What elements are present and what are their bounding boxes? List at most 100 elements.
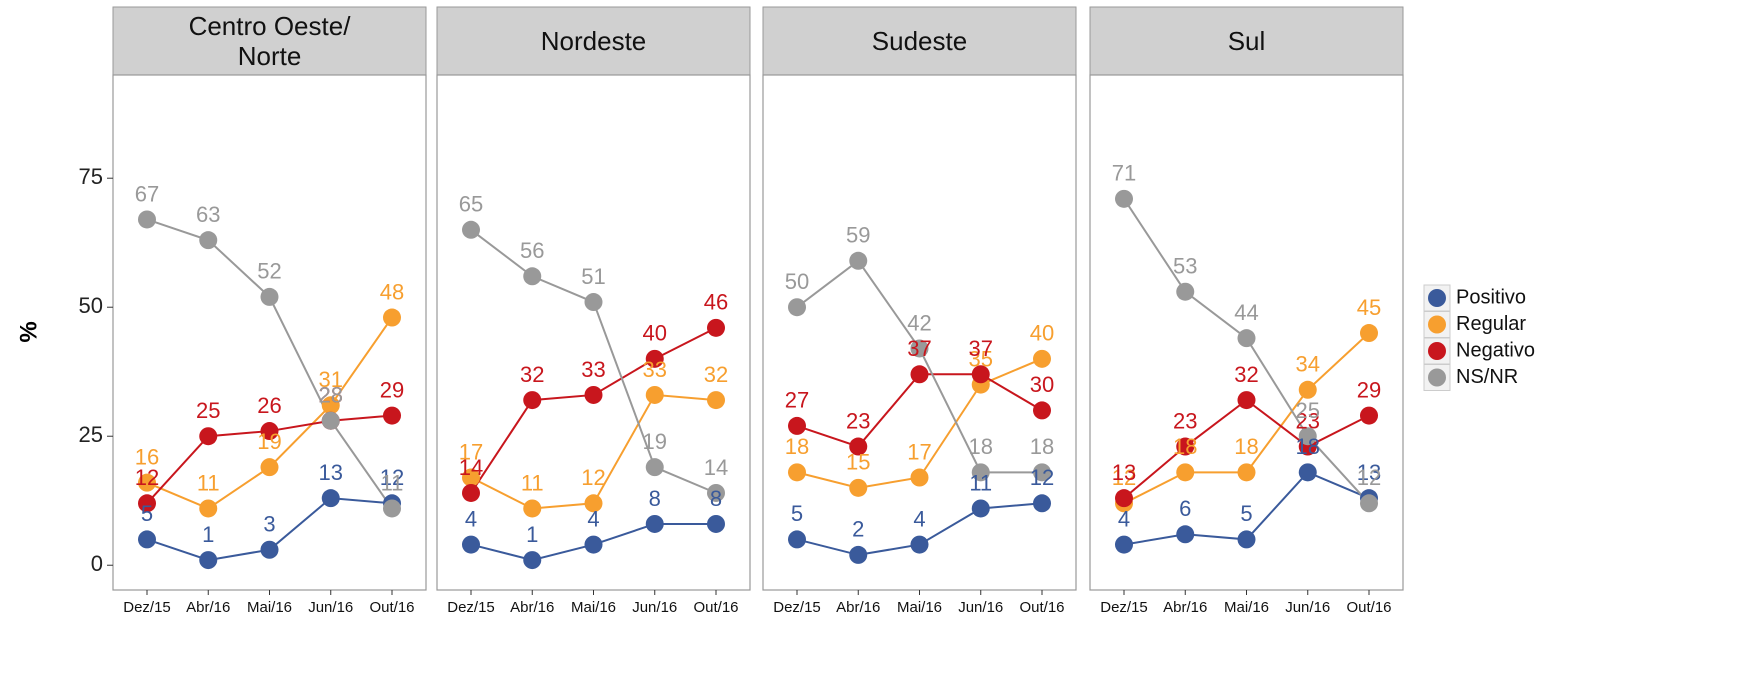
- data-label: 17: [907, 439, 931, 464]
- point: [584, 385, 603, 404]
- point: [788, 530, 806, 549]
- point: [1237, 530, 1256, 549]
- point: [971, 463, 990, 482]
- data-label: 12: [1357, 465, 1381, 490]
- point: [1298, 427, 1317, 446]
- point: [1176, 282, 1195, 301]
- data-label: 19: [643, 429, 667, 454]
- data-label: 30: [1030, 372, 1054, 397]
- point: [260, 458, 279, 477]
- point: [383, 406, 401, 425]
- panel-title: Sudeste: [871, 26, 968, 56]
- data-label: 6: [1179, 496, 1191, 521]
- data-label: 23: [1173, 408, 1197, 433]
- point: [849, 437, 868, 456]
- x-tick-label: Mai/16: [897, 599, 942, 616]
- data-label: 71: [1112, 161, 1136, 186]
- point: [199, 427, 218, 446]
- data-label: 25: [196, 398, 220, 423]
- data-label: 59: [846, 223, 870, 248]
- legend-symbol: [1428, 342, 1446, 360]
- point: [788, 416, 806, 435]
- x-tick-label: Abr/16: [836, 599, 880, 616]
- data-label: 12: [135, 465, 159, 490]
- point: [462, 468, 480, 487]
- x-tick-label: Out/16: [1346, 599, 1391, 616]
- point: [523, 391, 542, 410]
- data-label: 40: [1030, 321, 1054, 346]
- x-tick-label: Dez/15: [447, 599, 495, 616]
- data-label: 65: [459, 192, 483, 217]
- legend-symbol: [1428, 368, 1446, 387]
- y-tick-label: 50: [79, 293, 103, 318]
- point: [1237, 329, 1256, 348]
- point: [1237, 391, 1256, 410]
- data-label: 67: [135, 181, 159, 206]
- data-label: 4: [465, 506, 477, 531]
- data-label: 25: [1296, 398, 1320, 423]
- data-label: 32: [1234, 362, 1258, 387]
- data-label: 45: [1357, 295, 1381, 320]
- y-tick-label: 0: [91, 551, 103, 576]
- panel: [112, 74, 427, 591]
- data-label: 4: [1118, 506, 1130, 531]
- x-tick-label: Abr/16: [510, 599, 554, 616]
- data-label: 33: [643, 357, 667, 382]
- point: [138, 530, 156, 549]
- data-label: 13: [1112, 460, 1136, 485]
- data-label: 14: [459, 455, 483, 480]
- point: [788, 463, 806, 482]
- data-label: 56: [520, 238, 544, 263]
- point: [1033, 463, 1051, 482]
- point: [849, 478, 868, 497]
- data-label: 63: [196, 202, 220, 227]
- point: [260, 287, 279, 306]
- data-label: 11: [381, 470, 404, 495]
- point: [788, 298, 806, 317]
- point: [1176, 437, 1195, 456]
- point: [645, 458, 664, 477]
- data-label: 26: [257, 393, 281, 418]
- point: [1298, 380, 1317, 399]
- data-label: 8: [649, 486, 661, 511]
- data-label: 11: [969, 470, 992, 495]
- point: [523, 499, 542, 518]
- point: [910, 339, 929, 358]
- data-label: 32: [520, 362, 544, 387]
- data-label: 28: [319, 383, 343, 408]
- point: [1176, 525, 1195, 544]
- data-label: 1: [526, 522, 538, 547]
- data-label: 5: [1240, 501, 1252, 526]
- data-label: 18: [785, 434, 809, 459]
- point: [1115, 189, 1133, 208]
- point: [523, 267, 542, 286]
- point: [584, 494, 603, 513]
- x-tick-label: Jun/16: [308, 599, 353, 616]
- data-label: 37: [907, 336, 931, 361]
- point: [849, 545, 868, 564]
- point: [523, 551, 542, 570]
- data-label: 5: [141, 501, 153, 526]
- x-tick-label: Mai/16: [571, 599, 616, 616]
- point: [707, 483, 725, 502]
- data-label: 2: [852, 517, 864, 542]
- point: [645, 349, 664, 368]
- point: [1033, 349, 1051, 368]
- data-label: 18: [1030, 434, 1054, 459]
- point: [199, 551, 218, 570]
- point: [321, 489, 340, 508]
- x-tick-label: Jun/16: [1285, 599, 1330, 616]
- data-label: 11: [521, 470, 544, 495]
- data-label: 29: [1357, 377, 1381, 402]
- data-label: 53: [1173, 254, 1197, 279]
- x-tick-label: Out/16: [693, 599, 738, 616]
- point: [199, 499, 218, 518]
- x-tick-label: Mai/16: [247, 599, 292, 616]
- data-label: 14: [704, 455, 728, 480]
- point: [138, 210, 156, 229]
- data-label: 27: [785, 388, 809, 413]
- point: [1237, 463, 1256, 482]
- panel-title: Nordeste: [540, 26, 647, 56]
- data-label: 8: [710, 486, 722, 511]
